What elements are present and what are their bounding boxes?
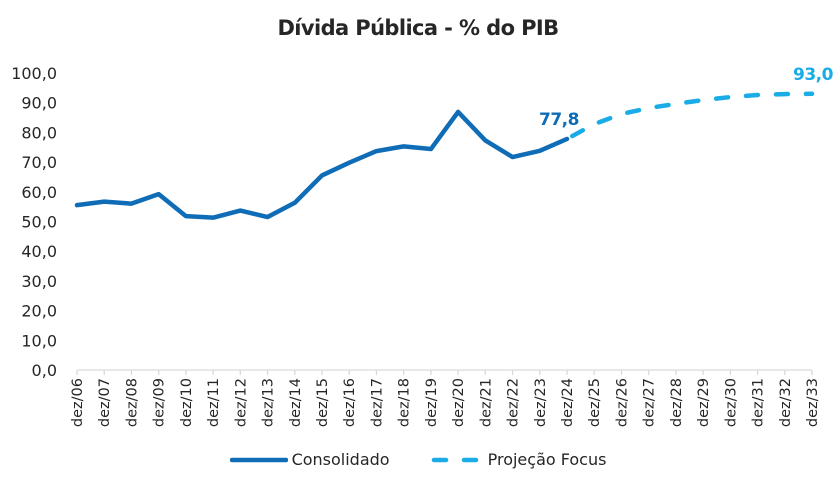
y-tick-label: 90,0 [21, 94, 57, 113]
y-tick-label: 20,0 [21, 302, 57, 321]
y-tick-label: 60,0 [21, 183, 57, 202]
x-tick-label: dez/09 [152, 378, 168, 427]
y-tick-label: 10,0 [21, 331, 57, 350]
x-tick-label: dez/15 [315, 378, 331, 427]
series-line-consolidado [74, 109, 570, 220]
x-axis: dez/06 dez/07 dez/08 dez/09 dez/10 dez/11 dez/… [70, 369, 821, 427]
x-tick-label: dez/23 [533, 378, 549, 427]
legend-label: Consolidado [291, 450, 390, 469]
x-tick-label: dez/08 [124, 378, 140, 427]
data-labels: 77,8 93,0 [539, 65, 834, 130]
x-tick-label: dez/19 [424, 378, 440, 427]
x-tick-label: dez/16 [342, 378, 358, 427]
data-label: 77,8 [539, 110, 579, 130]
x-tick-label: dez/06 [70, 378, 86, 427]
legend-label: Projeção Focus [487, 450, 607, 469]
x-tick-label: dez/33 [805, 378, 821, 427]
series-line-projecao-focus [564, 91, 815, 142]
y-tick-label: 0,0 [32, 361, 57, 380]
x-tick-label: dez/30 [723, 378, 739, 427]
x-tick-label: dez/07 [97, 378, 113, 427]
y-tick-label: 50,0 [21, 213, 57, 232]
legend-item-projecao-focus: Projeção Focus [426, 450, 607, 469]
x-tick-label: dez/31 [751, 378, 767, 427]
chart-title: Dívida Pública - % do PIB [277, 16, 559, 40]
dashed-line-swatch-icon [431, 457, 480, 462]
x-tick-label: dez/21 [478, 378, 494, 427]
series-layer [74, 91, 815, 220]
solid-line-swatch-icon [229, 457, 288, 462]
y-tick-label: 70,0 [21, 153, 57, 172]
x-tick-label: dez/12 [233, 378, 249, 427]
x-tick-label: dez/13 [261, 378, 277, 427]
x-tick-label: dez/26 [614, 378, 630, 427]
x-tick-label: dez/10 [179, 378, 195, 427]
legend: Consolidado Projeção Focus [0, 450, 836, 469]
x-tick-label: dez/27 [642, 378, 658, 427]
y-tick-label: 40,0 [21, 242, 57, 261]
x-tick-label: dez/18 [397, 378, 413, 427]
data-label: 93,0 [793, 65, 834, 85]
legend-item-consolidado: Consolidado [229, 450, 390, 469]
y-tick-label: 30,0 [21, 272, 57, 291]
x-tick-label: dez/25 [587, 378, 603, 427]
x-tick-label: dez/17 [369, 378, 385, 427]
y-axis: 0,0 10,0 20,0 30,0 40,0 50,0 60,0 70,0 80,0 90,0 1… [11, 64, 57, 380]
x-tick-label: dez/29 [696, 378, 712, 427]
x-tick-label: dez/20 [451, 378, 467, 427]
x-tick-label: dez/28 [669, 378, 685, 427]
x-tick-label: dez/24 [560, 378, 576, 427]
x-tick-label: dez/14 [288, 378, 304, 427]
x-tick-label: dez/32 [778, 378, 794, 427]
y-tick-label: 80,0 [21, 123, 57, 142]
x-tick-label: dez/22 [506, 378, 522, 427]
x-tick-label: dez/11 [206, 378, 222, 427]
y-tick-label: 100,0 [11, 64, 57, 83]
